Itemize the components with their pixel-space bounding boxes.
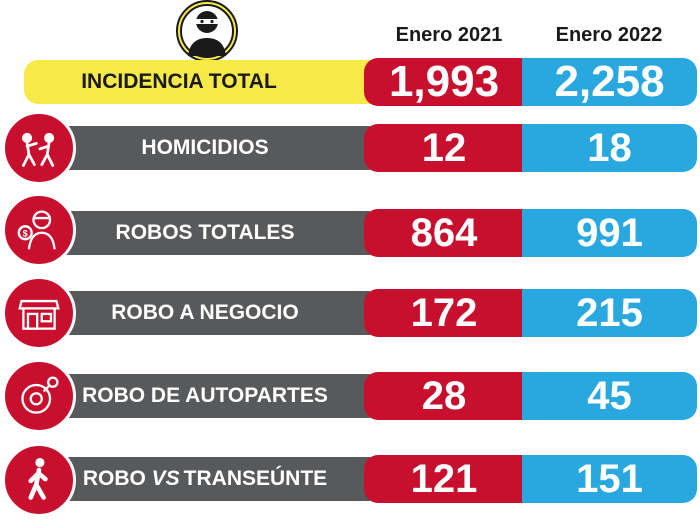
row-value-2022: 45 [522, 372, 697, 420]
row-value-2022: 18 [522, 124, 697, 172]
row-label-robo-transeunte: ROBO VS TRANSEÚNTE [40, 457, 370, 501]
row-label-robo-autopartes: ROBO DE AUTOPARTES [40, 374, 370, 418]
column-header-2022: Enero 2022 [555, 24, 663, 46]
row-label-robo-negocio: ROBO A NEGOCIO [40, 291, 370, 335]
row-label-homicidios: HOMICIDIOS [40, 126, 370, 170]
fight-icon [2, 111, 76, 185]
row-value-2021: 28 [364, 372, 524, 420]
thief-money-icon: $ [2, 193, 76, 267]
row-value-2022: 151 [522, 455, 697, 503]
masked-thief-icon [174, 0, 240, 62]
row-value-2021: 121 [364, 455, 524, 503]
row-label-prefix: ROBO [82, 467, 152, 490]
column-header-2021: Enero 2021 [395, 24, 503, 46]
tire-icon [2, 359, 76, 433]
store-icon [2, 276, 76, 350]
total-row-bar: INCIDENCIA TOTAL [24, 60, 374, 104]
total-row-label: INCIDENCIA TOTAL [81, 70, 277, 93]
pedestrian-icon [2, 443, 76, 517]
svg-text:$: $ [23, 228, 28, 238]
row-value-2022: 991 [522, 209, 697, 257]
total-value-2022: 2,258 [522, 57, 697, 106]
row-value-2021: 172 [364, 289, 524, 337]
row-value-2021: 864 [364, 209, 524, 257]
row-label-robos-totales: ROBOS TOTALES [40, 211, 370, 255]
row-label-italic: VS [151, 467, 180, 490]
total-value-2021: 1,993 [364, 57, 524, 106]
row-value-2022: 215 [522, 289, 697, 337]
row-value-2021: 12 [364, 124, 524, 172]
row-label-suffix: TRANSEÚNTE [183, 467, 328, 490]
